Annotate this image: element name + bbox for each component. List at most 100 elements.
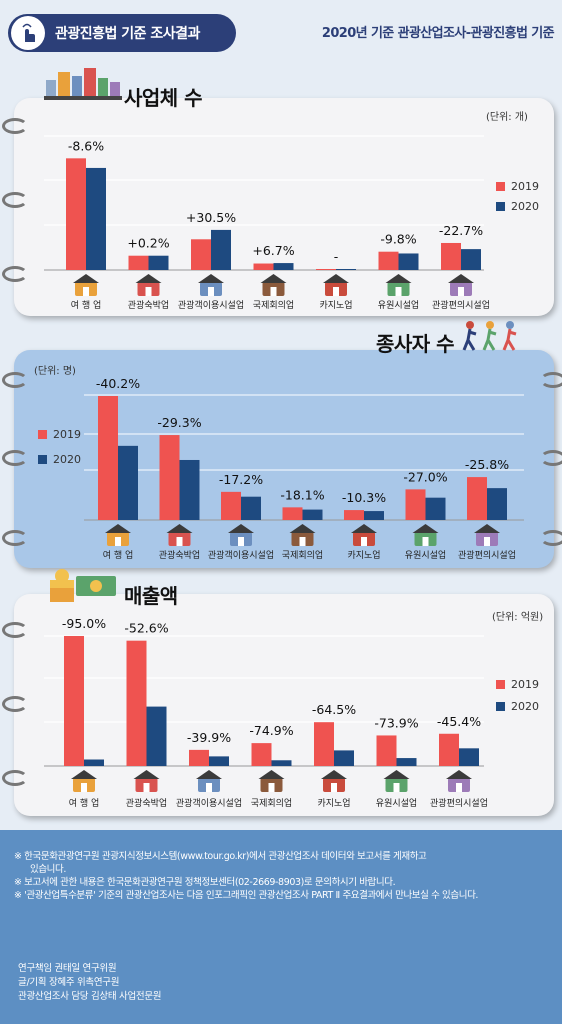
legend-item-2019: 2019: [496, 180, 539, 193]
category-label: 관광편의시설업: [432, 299, 490, 311]
change-label: -45.4%: [437, 714, 481, 729]
sales-legend: 2019 2020: [496, 678, 539, 713]
change-label: -73.9%: [374, 715, 418, 730]
bar-2019-2: [189, 749, 209, 766]
businesses-title: 사업체 수: [124, 86, 203, 110]
category-label: 카지노업: [317, 798, 350, 809]
change-label: -74.9%: [249, 723, 293, 738]
bar-2020-5: [396, 758, 417, 766]
legend-item-2020: 2020: [38, 453, 81, 466]
legend-label-2019: 2019: [511, 678, 539, 691]
legend-label-2019: 2019: [511, 180, 539, 193]
category-label: 관광숙박업: [159, 549, 200, 561]
category-icon: [196, 770, 222, 792]
binder-ring-icon: [2, 118, 28, 134]
binder-ring-icon: [2, 622, 28, 638]
change-label: -52.6%: [124, 621, 168, 636]
category-icon: [448, 274, 474, 296]
change-label: -9.8%: [380, 232, 416, 247]
header-badge: 관광진흥법 기준 조사결과: [8, 14, 236, 52]
bar-2020-6: [461, 249, 481, 270]
legend-label-2020: 2020: [511, 200, 539, 213]
legend-label-2019: 2019: [53, 428, 81, 441]
binder-ring-icon: [2, 372, 28, 388]
legend-label-2020: 2020: [53, 453, 81, 466]
bar-2020-4: [364, 511, 384, 520]
employees-title: 종사자 수: [376, 332, 455, 356]
legend-label-2020: 2020: [511, 700, 539, 713]
money-icon: [50, 568, 120, 606]
bar-2020-0: [118, 445, 138, 520]
employees-legend: 2019 2020: [38, 428, 81, 466]
category-icon: [105, 524, 131, 546]
category-label: 여 행 업: [103, 549, 134, 561]
change-label: -10.3%: [342, 490, 386, 505]
legend-swatch-2019: [38, 430, 47, 439]
category-icon: [135, 274, 162, 296]
credit-line: 글/기획 장혜주 위촉연구원: [18, 977, 120, 988]
bar-2019-2: [191, 239, 211, 270]
legend-swatch-2020: [496, 202, 505, 211]
change-label: -22.7%: [439, 223, 483, 238]
bar-2019-6: [441, 242, 461, 270]
category-icon: [446, 770, 472, 792]
category-label: 관광객이용시설업: [208, 549, 274, 561]
category-icon: [412, 524, 439, 546]
bar-2019-3: [251, 743, 272, 766]
employees-unit: (단위: 명): [34, 366, 76, 377]
category-icon: [73, 274, 99, 296]
category-icon: [228, 524, 254, 546]
category-label: 여 행 업: [69, 797, 100, 809]
change-label: -8.6%: [68, 138, 104, 153]
bar-2020-3: [271, 760, 292, 766]
category-label: 국제회의업: [282, 550, 323, 561]
category-label: 카지노업: [319, 300, 352, 311]
credit-line: 연구책임 권태일 연구위원: [18, 963, 117, 974]
bar-2020-1: [179, 459, 200, 520]
category-label: 국제회의업: [253, 300, 294, 311]
bar-2019-5: [378, 251, 399, 270]
bar-2020-3: [273, 263, 294, 270]
bar-2020-0: [84, 759, 104, 766]
category-label: 카지노업: [347, 550, 380, 561]
change-label: -64.5%: [312, 702, 356, 717]
category-icon: [260, 274, 287, 296]
category-label: 유원시설업: [405, 550, 446, 561]
header-badge-title: 관광진흥법 기준 조사결과: [55, 26, 200, 42]
bar-2020-4: [336, 269, 356, 270]
bar-2020-4: [334, 750, 354, 766]
binder-ring-icon: [2, 696, 28, 712]
legend-item-2019: 2019: [496, 678, 539, 691]
employees-chart: -40.2% 여 행 업 -29.3% 관광숙박업 -17.2% 관광객이용시설업 -18.…: [84, 376, 524, 561]
category-label: 관광편의시설업: [458, 549, 516, 561]
bar-2019-4: [316, 269, 336, 270]
bar-2019-1: [126, 640, 147, 766]
category-icon: [351, 524, 377, 546]
bar-2020-2: [241, 496, 261, 520]
binder-ring-icon: [2, 770, 28, 786]
footer-notes: ※ 한국문화관광연구원 관광지식정보시스템(www.tour.go.kr)에서 …: [14, 850, 554, 902]
category-icon: [71, 770, 97, 792]
runners-icon: [462, 320, 526, 356]
category-icon: [289, 524, 316, 546]
binder-ring-icon: [540, 530, 562, 546]
category-icon: [474, 524, 500, 546]
legend-item-2020: 2020: [496, 200, 539, 213]
bar-2019-0: [64, 636, 84, 766]
businesses-legend: 2019 2020: [496, 180, 539, 213]
legend-swatch-2020: [496, 702, 505, 711]
change-label: -17.2%: [219, 472, 263, 487]
sales-unit: (단위: 억원): [492, 612, 544, 623]
businesses-chart: -8.6% 여 행 업 +0.2% 관광숙박업 +30.5% 관광객이용시설업 +6.7% 국…: [44, 135, 490, 311]
bar-2020-1: [146, 706, 167, 766]
change-label: -95.0%: [62, 616, 106, 631]
change-label: -29.3%: [157, 415, 201, 430]
businesses-unit: (단위: 개): [486, 112, 528, 123]
change-label: +0.2%: [127, 236, 169, 251]
credit-line: 관광산업조사 담당 김상태 사업전문원: [18, 991, 162, 1002]
bar-2019-6: [467, 477, 487, 520]
change-label: +30.5%: [186, 210, 236, 225]
binder-ring-icon: [540, 450, 562, 466]
bar-2019-3: [282, 507, 303, 520]
category-label: 관광숙박업: [128, 299, 169, 311]
